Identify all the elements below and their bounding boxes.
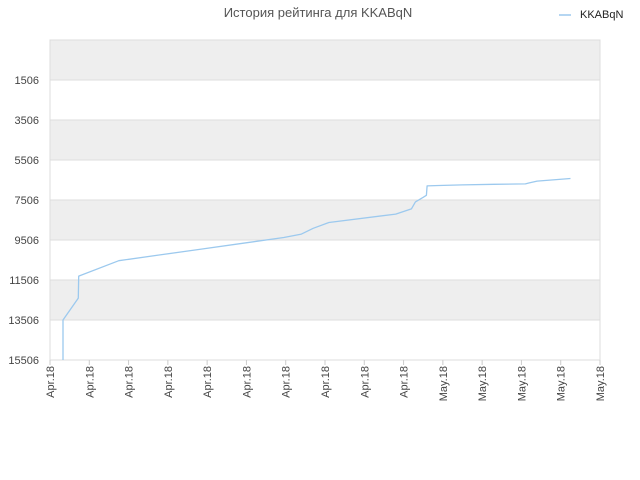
x-tick-label: Apr.18 — [124, 366, 136, 398]
y-tick-label: 5506 — [15, 155, 39, 167]
x-tick-label: May.18 — [438, 366, 450, 401]
y-tick-label: 11506 — [9, 275, 39, 287]
x-tick-label: May.18 — [516, 366, 528, 401]
y-tick-label: 3506 — [15, 115, 39, 127]
x-tick-label: Apr.18 — [202, 366, 214, 398]
legend-label: KKABqN — [580, 9, 623, 21]
plot-band — [50, 80, 600, 120]
plot-bands — [50, 40, 600, 361]
plot-band — [50, 120, 600, 160]
series-layer — [62, 177, 571, 360]
x-tick-label: Apr.18 — [241, 366, 253, 398]
x-tick-label: May.18 — [477, 366, 489, 401]
plot-band — [50, 320, 600, 360]
x-tick-label: Apr.18 — [84, 366, 96, 398]
x-axis: Apr.18 Apr.18 Apr.18 Apr.18 Apr.18 Apr.18 Apr.… — [45, 360, 607, 401]
y-tick-label: 13506 — [8, 315, 39, 327]
x-tick-label: Apr.18 — [359, 366, 371, 398]
series-line — [62, 177, 571, 360]
plot-band — [50, 240, 600, 280]
x-tick-label: Apr.18 — [320, 366, 332, 398]
y-axis: 1506 3506 5506 7506 9506 11506 13506 15506 — [8, 75, 39, 367]
plot-band — [50, 200, 600, 240]
x-tick-label: Apr.18 — [399, 366, 411, 398]
y-tick-label: 7506 — [15, 195, 39, 207]
x-tick-label: May.18 — [556, 366, 568, 401]
chart-title: История рейтинга для KKABqN — [224, 5, 413, 20]
y-tick-label: 15506 — [8, 355, 39, 367]
y-tick-label: 1506 — [15, 75, 39, 87]
plot-band — [50, 40, 600, 80]
x-tick-label: May.18 — [595, 366, 607, 401]
plot-band — [50, 280, 600, 320]
x-tick-label: Apr.18 — [163, 366, 175, 398]
plot-band — [50, 160, 600, 200]
x-tick-label: Apr.18 — [45, 366, 57, 398]
y-tick-label: 9506 — [15, 235, 39, 247]
x-tick-label: Apr.18 — [281, 366, 293, 398]
